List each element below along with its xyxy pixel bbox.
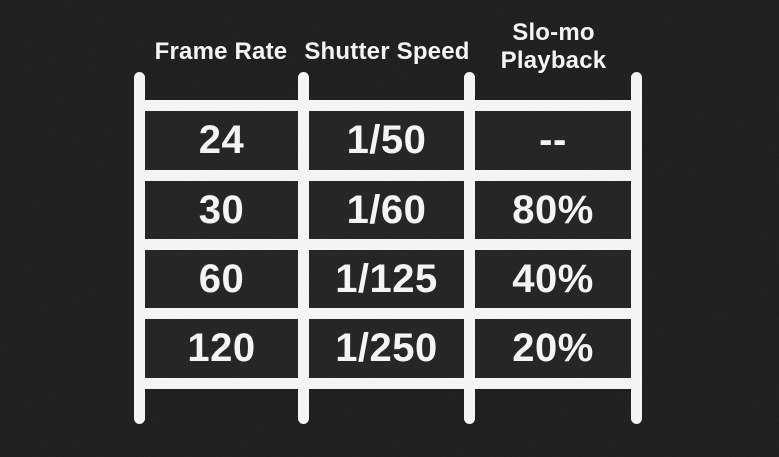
grid-bar-row3-row4 xyxy=(134,308,642,319)
table-cell: 1/250 xyxy=(309,319,464,378)
grid-bar-row2-row3 xyxy=(134,239,642,250)
column-header-slomo-playback: Slo-mo Playback xyxy=(500,19,607,74)
table-cell: 30 xyxy=(145,181,298,239)
table-cell: 1/50 xyxy=(309,111,464,170)
table-cell: 24 xyxy=(145,111,298,170)
grid-bar-top xyxy=(134,100,642,111)
table-cell: 80% xyxy=(475,181,631,239)
column-header-shutter-speed: Shutter Speed xyxy=(304,38,470,65)
table-cell: -- xyxy=(475,111,631,170)
table-cell: 40% xyxy=(475,250,631,308)
grid-bar-row1-row2 xyxy=(134,170,642,181)
grid-bar-bottom xyxy=(134,378,642,389)
table-cell: 20% xyxy=(475,319,631,378)
table-cell: 1/60 xyxy=(309,181,464,239)
table-cell: 1/125 xyxy=(309,250,464,308)
table-cell: 120 xyxy=(145,319,298,378)
column-header-frame-rate: Frame Rate xyxy=(154,38,288,65)
table-cell: 60 xyxy=(145,250,298,308)
